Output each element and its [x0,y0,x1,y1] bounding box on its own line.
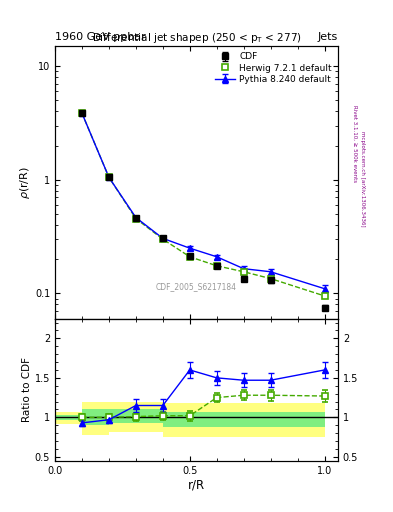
Herwig 7.2.1 default [160,236,165,242]
Text: Rivet 3.1.10, ≥ 500k events: Rivet 3.1.10, ≥ 500k events [352,105,357,182]
Herwig 7.2.1 default [214,263,219,269]
Y-axis label: $\rho$(r/R): $\rho$(r/R) [18,166,32,199]
Herwig 7.2.1 default [134,216,138,222]
Line: Herwig 7.2.1 default: Herwig 7.2.1 default [79,110,328,299]
Text: mcplots.cern.ch [arXiv:1306.3436]: mcplots.cern.ch [arXiv:1306.3436] [360,132,365,227]
Herwig 7.2.1 default [268,275,273,282]
Herwig 7.2.1 default [187,254,192,260]
Herwig 7.2.1 default [322,293,327,299]
Text: 1960 GeV ppbar: 1960 GeV ppbar [55,32,146,42]
Y-axis label: Ratio to CDF: Ratio to CDF [22,357,32,422]
Text: CDF_2005_S6217184: CDF_2005_S6217184 [156,282,237,291]
Herwig 7.2.1 default [107,174,111,180]
Title: Differential jet shapep (250 < p$_\mathregular{T}$ < 277): Differential jet shapep (250 < p$_\mathr… [92,31,301,45]
Herwig 7.2.1 default [80,110,84,116]
Herwig 7.2.1 default [241,269,246,275]
Text: Jets: Jets [318,32,338,42]
Legend: CDF, Herwig 7.2.1 default, Pythia 8.240 default: CDF, Herwig 7.2.1 default, Pythia 8.240 … [213,51,334,86]
X-axis label: r/R: r/R [188,478,205,492]
